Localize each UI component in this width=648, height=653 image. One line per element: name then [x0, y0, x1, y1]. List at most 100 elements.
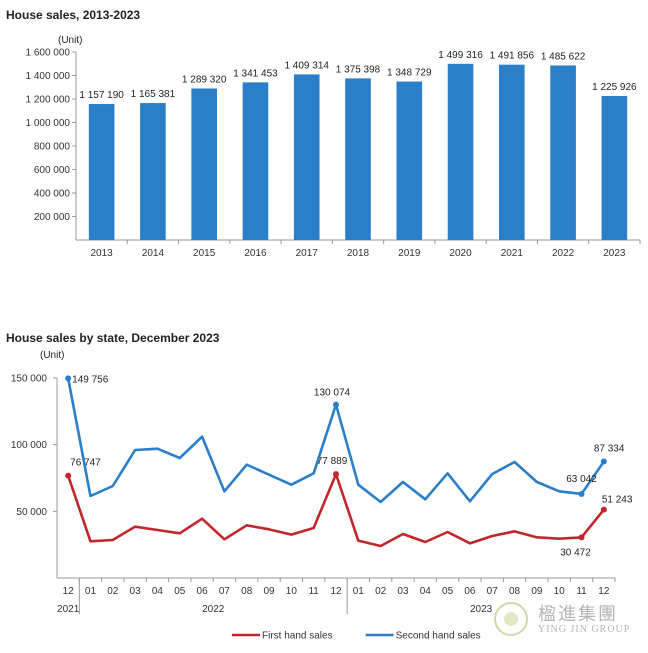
bar-x-tick-label: 2017: [296, 248, 319, 259]
bar-x-tick-label: 2023: [603, 248, 626, 259]
line-x-tick-label: 07: [219, 586, 231, 597]
bar-x-tick-label: 2015: [193, 248, 216, 259]
line-chart-title: House sales by state, December 2023: [6, 331, 220, 345]
series-data-label: 130 074: [314, 388, 351, 399]
series-point: [578, 534, 585, 541]
legend-label: Second hand sales: [396, 631, 481, 642]
bar-data-label: 1 375 398: [336, 64, 381, 75]
series-data-label: 77 889: [317, 456, 348, 467]
bar: [293, 74, 320, 240]
series-point: [333, 401, 339, 408]
bar-data-label: 1 157 190: [79, 90, 124, 101]
bar-data-label: 1 225 926: [592, 82, 637, 93]
year-label: 2021: [57, 604, 80, 615]
line-x-tick-label: 10: [554, 586, 566, 597]
bar-data-label: 1 499 316: [438, 50, 483, 61]
bar: [550, 65, 576, 240]
year-label: 2023: [470, 604, 493, 615]
bar-x-tick-label: 2016: [244, 248, 267, 259]
year-label: 2022: [202, 604, 225, 615]
bar-x-tick-label: 2014: [142, 248, 165, 259]
line-x-tick-label: 01: [85, 586, 97, 597]
bar-y-tick-label: 1 000 000: [26, 118, 71, 129]
bar-y-tick-label: 200 000: [34, 212, 71, 223]
line-x-tick-label: 02: [107, 586, 119, 597]
bar: [191, 88, 217, 240]
bar-y-tick-label: 400 000: [34, 189, 71, 200]
logo-seal-icon: [494, 602, 528, 636]
bar-x-tick-label: 2021: [501, 248, 524, 259]
line-x-tick-label: 01: [353, 586, 365, 597]
series-point: [578, 490, 585, 497]
line-x-tick-label: 03: [130, 586, 142, 597]
line-y-tick-label: 150 000: [11, 374, 48, 385]
bar-x-tick-label: 2022: [552, 248, 575, 259]
series-point: [600, 458, 607, 465]
line-x-tick-label: 04: [420, 586, 432, 597]
line-y-tick-label: 100 000: [11, 440, 48, 451]
bar-chart-unit-label: (Unit): [58, 35, 83, 46]
line-x-tick-label: 08: [241, 586, 253, 597]
bar-data-label: 1 485 622: [541, 51, 586, 62]
line-x-tick-label: 03: [397, 586, 409, 597]
line-y-tick-label: 50 000: [16, 507, 47, 518]
bar: [242, 82, 269, 240]
line-x-tick-label: 09: [263, 586, 275, 597]
bar-y-tick-label: 1 200 000: [26, 95, 71, 106]
series-data-label: 87 334: [594, 444, 625, 455]
bar-chart-title: House sales, 2013-2023: [6, 8, 141, 22]
bar-x-tick-label: 2013: [91, 248, 114, 259]
bar-x-tick-label: 2019: [398, 248, 421, 259]
series-point: [65, 472, 72, 479]
bar: [140, 103, 166, 240]
bar-data-label: 1 289 320: [182, 75, 227, 86]
series-point: [333, 471, 339, 478]
series-point: [65, 375, 72, 382]
bar-x-tick-label: 2020: [449, 248, 472, 259]
bar-data-label: 1 348 729: [387, 68, 432, 79]
line-x-tick-label: 06: [197, 586, 209, 597]
line-x-tick-label: 02: [375, 586, 387, 597]
bar: [447, 63, 474, 241]
line-x-tick-label: 12: [63, 586, 75, 597]
logo-subtext: YING JIN GROUP: [538, 624, 631, 635]
line-x-tick-label: 05: [442, 586, 454, 597]
line-x-tick-label: 09: [531, 586, 543, 597]
line-chart-unit-label: (Unit): [40, 350, 65, 361]
series-data-label: 30 472: [560, 547, 591, 558]
bar-y-tick-label: 1 600 000: [26, 48, 71, 59]
bar-data-label: 1 165 381: [131, 89, 176, 100]
bar: [88, 104, 115, 240]
line-x-tick-label: 07: [487, 586, 499, 597]
bar: [499, 64, 525, 241]
bar-data-label: 1 409 314: [284, 60, 329, 71]
series-data-label: 63 042: [566, 474, 597, 485]
logo-text: 楹進集團: [538, 604, 618, 625]
series-point: [600, 506, 607, 513]
line-x-tick-label: 12: [598, 586, 610, 597]
line-x-tick-label: 11: [308, 586, 319, 597]
bar-data-label: 1 341 453: [233, 68, 278, 79]
line-x-tick-label: 04: [152, 586, 164, 597]
bar-y-tick-label: 1 400 000: [26, 71, 71, 82]
line-x-tick-label: 11: [576, 586, 587, 597]
series-data-label: 76 747: [70, 458, 101, 469]
company-logo: 楹進集團 YING JIN GROUP: [492, 598, 642, 644]
bar-data-label: 1 491 856: [490, 51, 535, 62]
series-line: [66, 472, 605, 548]
line-x-tick-label: 10: [286, 586, 298, 597]
bar: [396, 81, 423, 240]
line-x-tick-label: 12: [330, 586, 342, 597]
bar: [601, 95, 628, 240]
line-x-tick-label: 06: [464, 586, 476, 597]
bar-y-tick-label: 600 000: [34, 165, 71, 176]
bar-chart: 200 000 400 000 600 000 800 000 1 000 000 1 2…: [26, 48, 641, 259]
bar-x-tick-label: 2018: [347, 248, 370, 259]
series-data-label: 149 756: [72, 374, 109, 385]
bar: [345, 78, 371, 240]
bar-y-tick-label: 800 000: [34, 142, 71, 153]
series-data-label: 51 243: [602, 495, 633, 506]
line-x-tick-label: 08: [509, 586, 521, 597]
line-x-tick-label: 05: [174, 586, 186, 597]
